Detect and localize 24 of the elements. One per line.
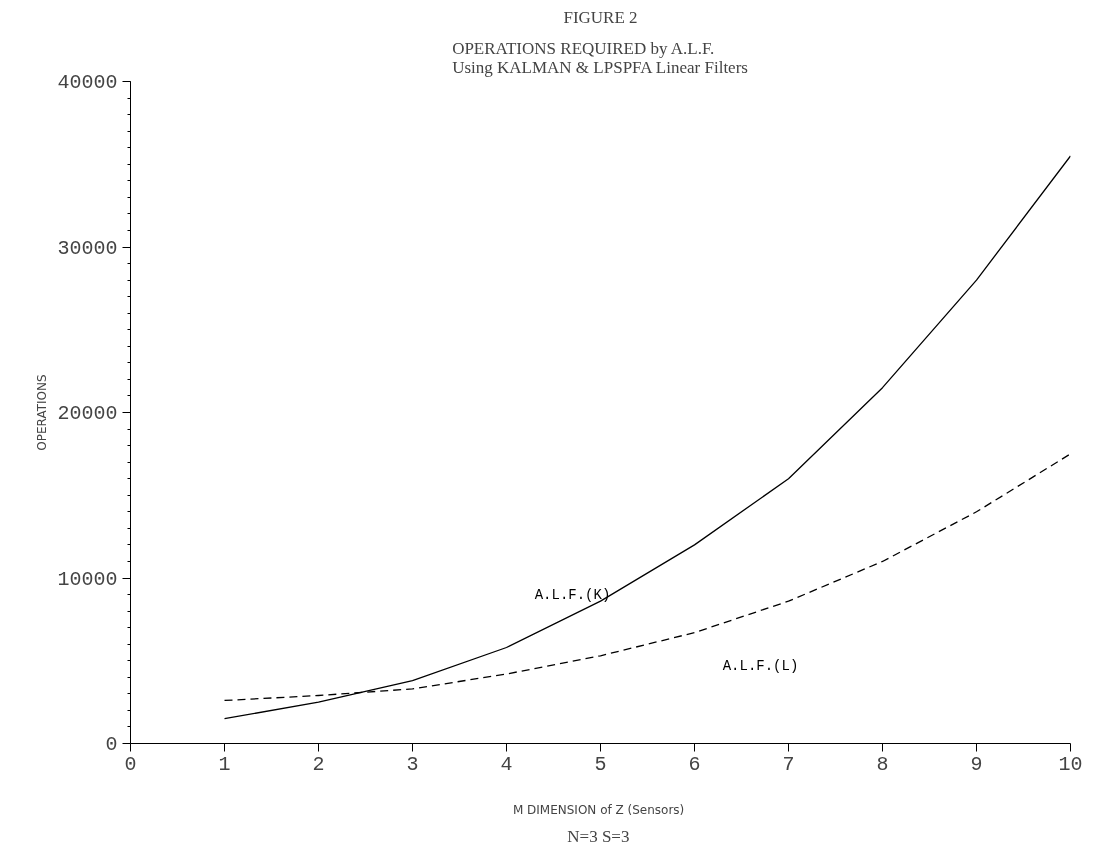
chart-title: FIGURE 2 bbox=[563, 7, 638, 27]
series-label: A.L.F.(K) bbox=[534, 586, 611, 603]
y-tick-label: 40000 bbox=[57, 71, 118, 94]
y-tick-label: 20000 bbox=[57, 402, 118, 425]
x-tick-label: 6 bbox=[688, 752, 701, 776]
x-tick-label: 3 bbox=[406, 752, 419, 776]
x-tick-label: 2 bbox=[312, 752, 325, 776]
x-tick-label: 4 bbox=[500, 752, 513, 776]
y-tick-label: 10000 bbox=[57, 567, 118, 591]
text: A.L.F.(L) bbox=[722, 657, 799, 674]
x-tick-label: 8 bbox=[876, 752, 889, 776]
y-tick-label: 0 bbox=[105, 733, 118, 756]
line-series bbox=[223, 155, 1071, 720]
x-tick-label: 5 bbox=[594, 752, 607, 776]
x-tick-label: 7 bbox=[782, 752, 795, 776]
x-tick-label: 10 bbox=[1058, 752, 1083, 776]
y-tick-label: 30000 bbox=[57, 236, 118, 260]
x-axis-title: M DIMENSION of Z (Sensors) bbox=[512, 802, 685, 817]
x-tick-label: 9 bbox=[970, 752, 983, 776]
x-tick-label: 1 bbox=[218, 752, 231, 776]
text: N=3 S=3 bbox=[567, 826, 630, 846]
x-tick-label: 0 bbox=[124, 752, 137, 776]
chart-subtitle: OPERATIONS REQUIRED by A.L.F. Using KALMAN & LPSPFA Linear Filters bbox=[452, 38, 748, 77]
y-axis-title: OPERATIONS bbox=[35, 374, 50, 451]
